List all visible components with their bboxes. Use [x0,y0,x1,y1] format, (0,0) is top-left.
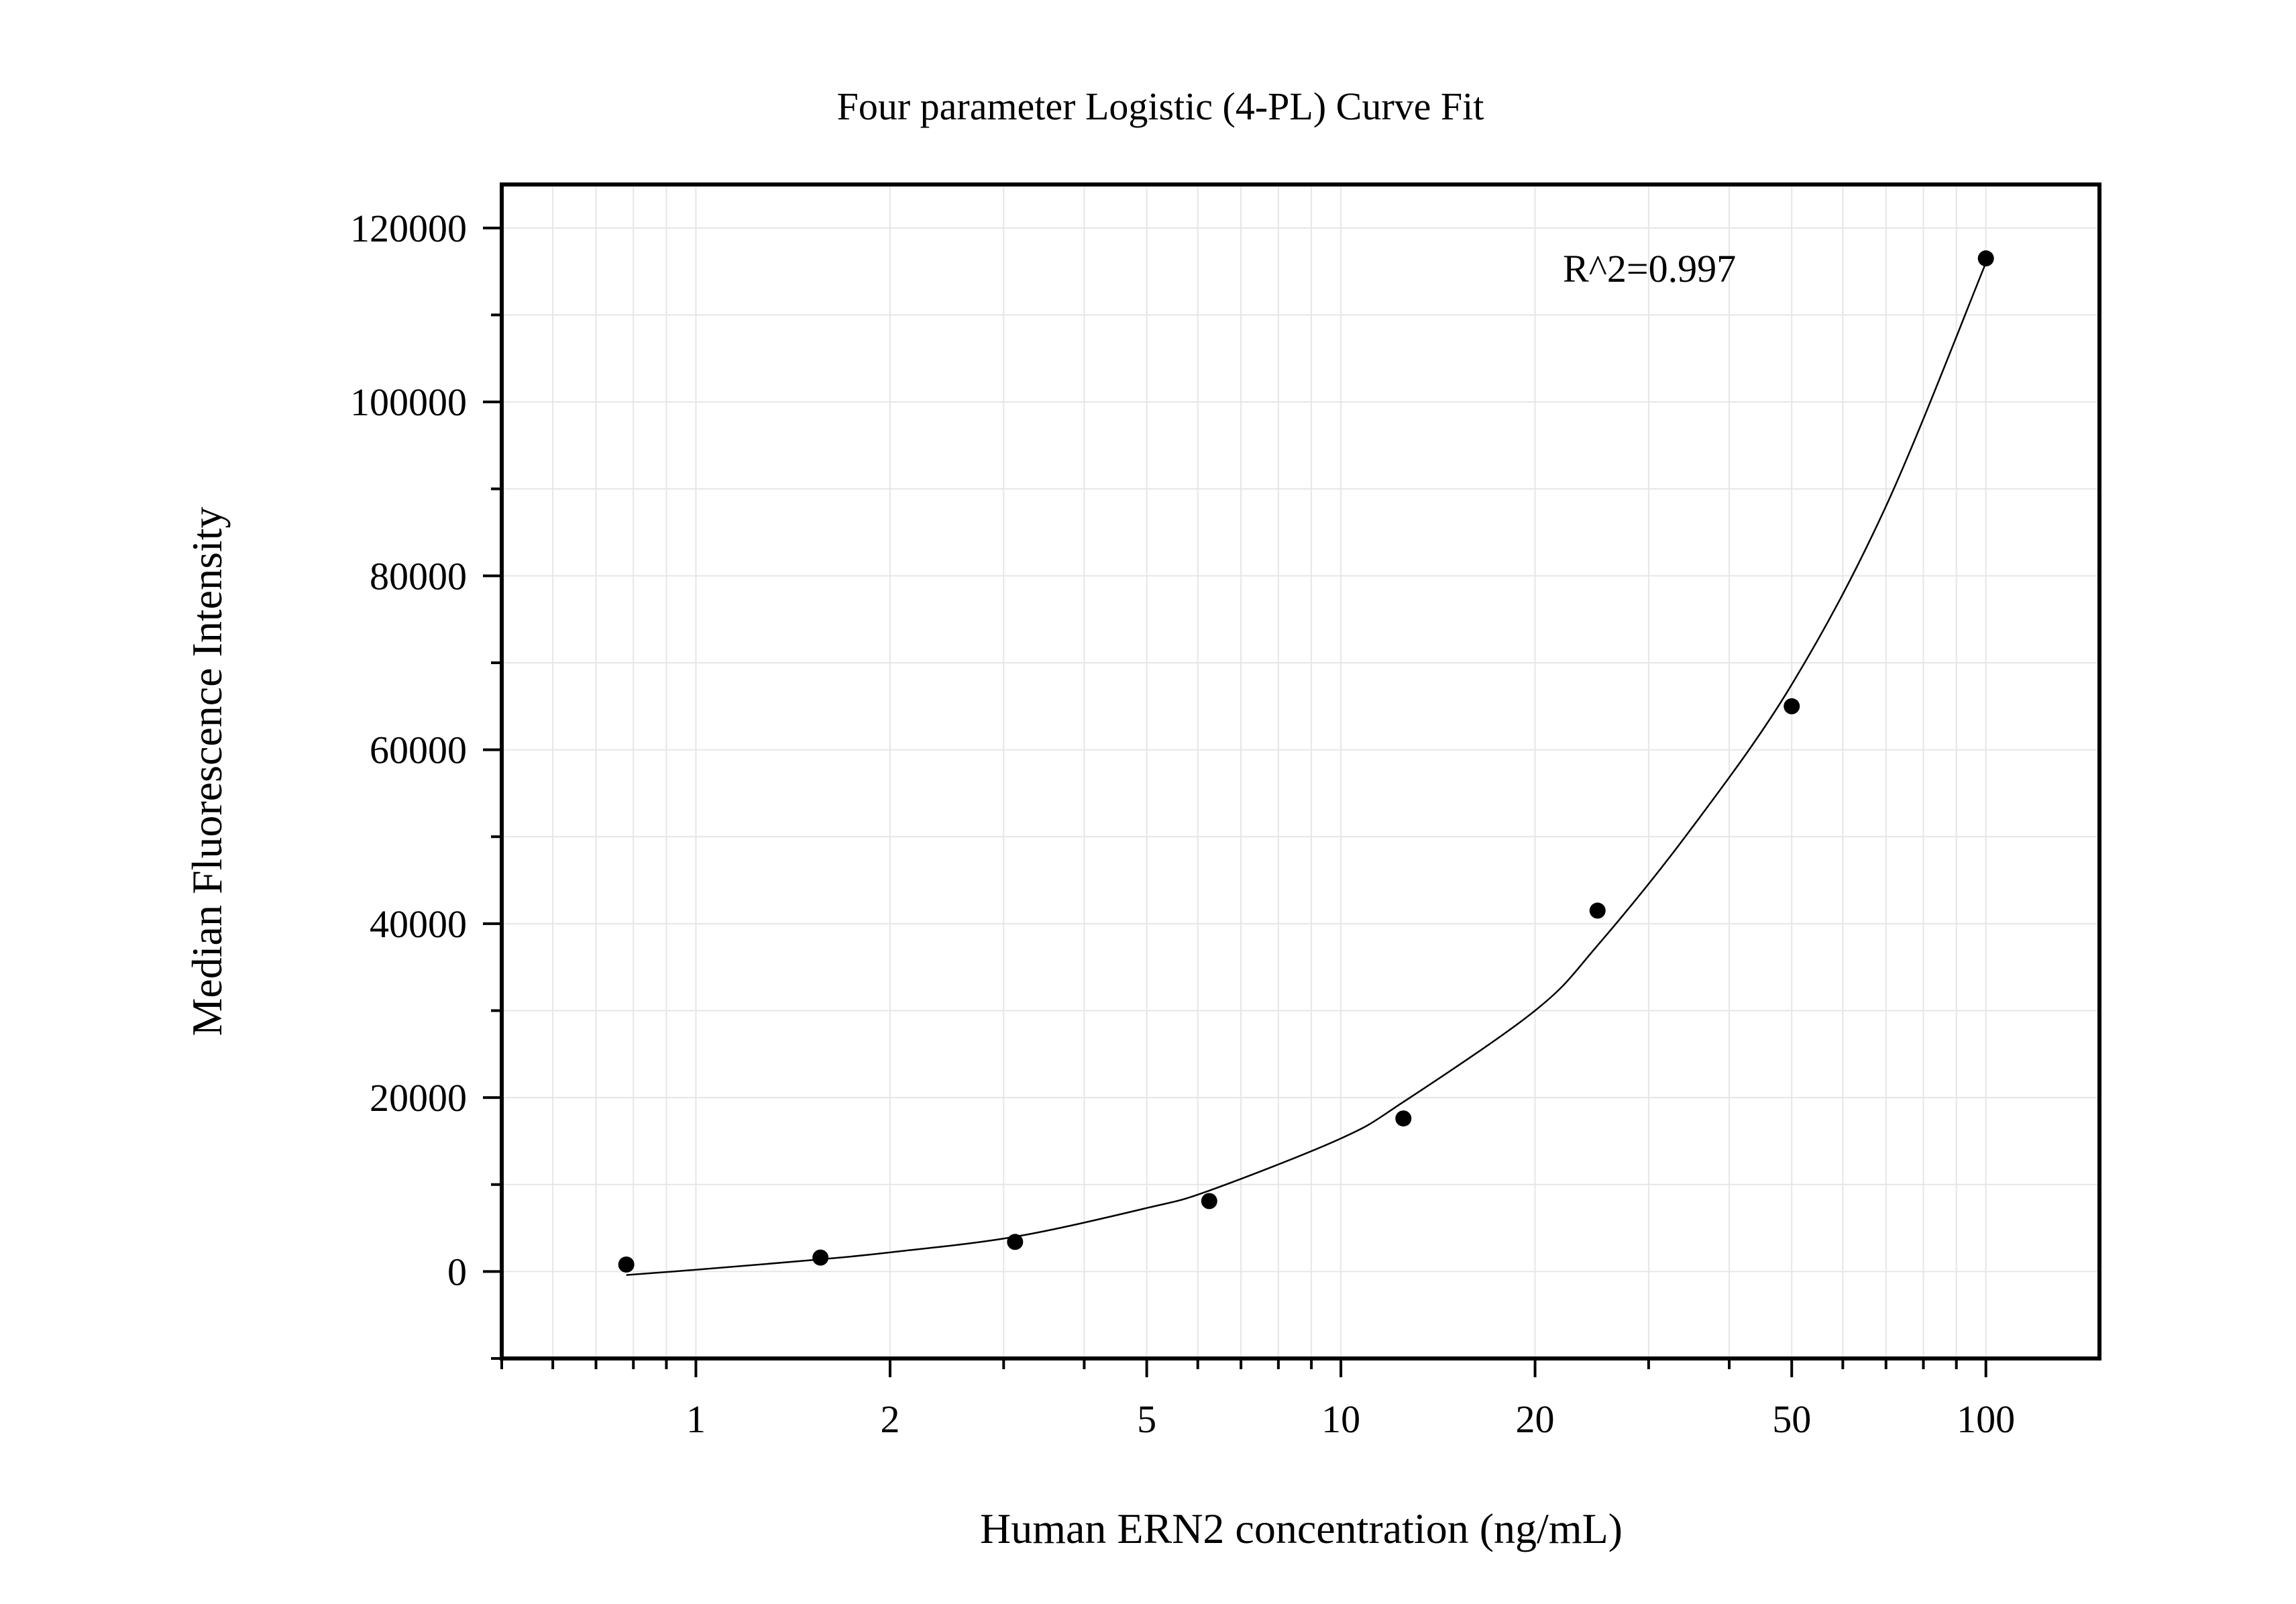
points-layer [618,250,1994,1273]
ticks-layer: 1 2 5 10 20 50 100 0 20000 40000 60000 80000 100000 1… [350,207,2015,1441]
y-tick-label: 20000 [370,1076,467,1120]
x-tick-label: 10 [1321,1397,1360,1441]
y-tick-label: 120000 [350,207,467,250]
r-squared-annotation: R^2=0.997 [1563,247,1736,290]
data-point [1201,1193,1217,1210]
data-point [1977,250,1994,267]
data-point [1784,698,1800,714]
data-point [1007,1234,1024,1250]
x-tick-label: 50 [1772,1397,1811,1441]
data-point [618,1257,635,1273]
frame-layer [500,182,2101,1360]
chart-title: Four parameter Logistic (4-PL) Curve Fit [837,85,1484,128]
curve-layer [626,262,1987,1276]
y-axis-label: Median Fluorescence Intensity [183,506,231,1036]
y-tick-label: 60000 [370,729,467,772]
y-tick-label: 40000 [370,902,467,946]
x-tick-label: 20 [1516,1397,1555,1441]
x-tick-label: 100 [1957,1397,2015,1441]
data-point [1395,1110,1412,1127]
y-tick-label: 0 [447,1250,467,1293]
x-axis-label: Human ERN2 concentration (ng/mL) [980,1505,1623,1552]
x-tick-label: 1 [686,1397,706,1441]
y-tick-label: 80000 [370,554,467,598]
fit-curve-line [626,262,1987,1276]
x-tick-label: 5 [1137,1397,1156,1441]
y-tick-label: 100000 [350,380,467,424]
plot-frame [500,182,2101,1360]
data-point [812,1249,829,1266]
data-point [1589,902,1606,919]
grid-layer [501,184,2099,1358]
x-tick-label: 2 [880,1397,899,1441]
